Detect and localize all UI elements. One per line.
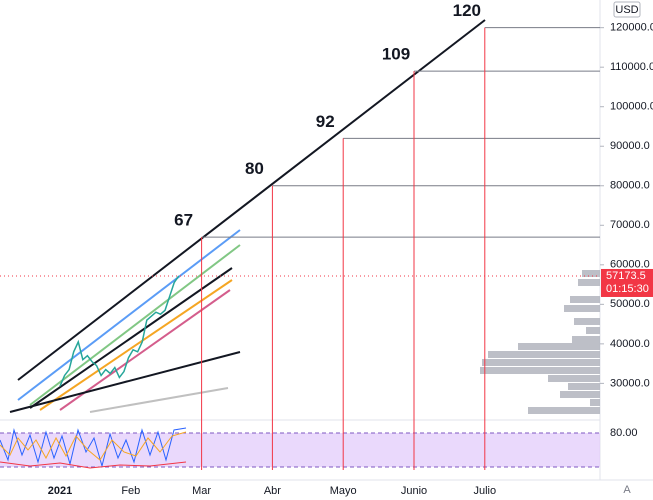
x-tick-label: Abr [264, 485, 281, 497]
y-tick-label: 60000.0 [610, 259, 650, 271]
currency: USD [615, 4, 638, 16]
y-tick-label: 40000.0 [610, 338, 650, 350]
y-tick-label: 30000.0 [610, 377, 650, 389]
price-line [59, 275, 180, 387]
x-tick-label: Mayo [330, 485, 357, 497]
rsi-pane [0, 427, 600, 469]
x-tick-label: Junio [401, 485, 427, 497]
currency-box[interactable] [613, 1, 641, 18]
x-tick-label: Feb [121, 485, 140, 497]
y-tick-label: 110000.0 [610, 61, 653, 73]
rsi-level: 80.00 [610, 427, 638, 439]
y-tick-label: 120000.0 [610, 22, 653, 34]
y-tick-label: 70000.0 [610, 219, 650, 231]
target-label: 67 [174, 211, 193, 230]
target-label: 120 [453, 1, 481, 20]
volume-profile [480, 270, 600, 414]
target-label: 109 [382, 45, 410, 64]
countdown-label: 01:15:30 [606, 283, 649, 295]
y-tick-label: 50000.0 [610, 298, 650, 310]
auto-scale[interactable]: A [623, 484, 631, 496]
x-tick-label: Julio [473, 485, 496, 497]
last-price-label: 57173.5 [606, 270, 646, 282]
target-label: 92 [316, 112, 335, 131]
target-label: 80 [245, 159, 264, 178]
x-tick-label: Mar [192, 485, 211, 497]
y-tick-label: 100000.0 [610, 101, 653, 113]
last-price-box [601, 268, 653, 297]
x-tick-label: 2021 [48, 485, 72, 497]
y-tick-label: 80000.0 [610, 180, 650, 192]
y-tick-label: 90000.0 [610, 140, 650, 152]
